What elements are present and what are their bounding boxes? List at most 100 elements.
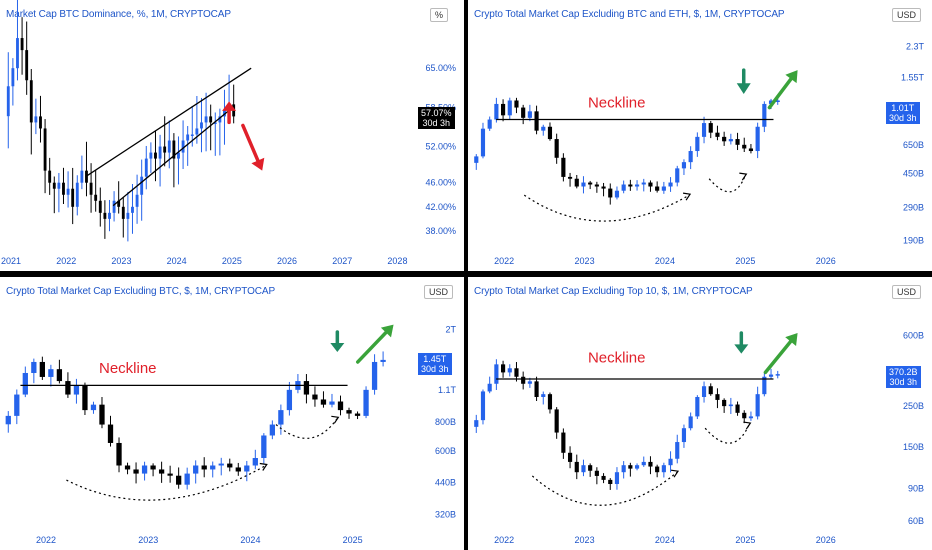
unit-label[interactable]: USD xyxy=(424,285,454,299)
candle xyxy=(135,174,139,224)
candle xyxy=(31,358,37,384)
candle-body xyxy=(140,176,144,195)
arrow-shaft xyxy=(767,77,793,110)
candle xyxy=(85,141,88,197)
y-tick-label: 38.00% xyxy=(425,226,456,236)
candle xyxy=(150,463,156,477)
candle-body xyxy=(52,182,56,189)
candle xyxy=(755,122,760,159)
candle-body xyxy=(56,369,63,382)
candle-body xyxy=(608,479,613,485)
y-tick-label: 800B xyxy=(435,417,456,427)
y-tick-label: 52.00% xyxy=(425,142,456,152)
candle xyxy=(641,456,646,467)
candle xyxy=(661,181,666,194)
candle-body xyxy=(167,473,173,476)
candle-body xyxy=(574,461,579,473)
candle xyxy=(514,97,519,114)
candle xyxy=(722,398,727,413)
dotted-curve-arrow xyxy=(275,417,338,439)
candle-body xyxy=(65,381,71,395)
x-tick-label: 2024 xyxy=(240,535,260,545)
candle-body xyxy=(16,38,19,69)
candle-body xyxy=(57,182,61,189)
candle xyxy=(554,133,559,164)
unit-label[interactable]: USD xyxy=(892,285,922,299)
candle-body xyxy=(176,475,182,485)
x-tick-label: 2023 xyxy=(138,535,158,545)
candle-body xyxy=(94,194,98,201)
candle-body xyxy=(213,122,217,124)
candle xyxy=(354,411,361,420)
candle-body xyxy=(31,361,37,373)
candle-body xyxy=(141,465,148,474)
candle-body xyxy=(184,473,190,485)
y-tick-label: 320B xyxy=(435,510,456,520)
candle-body xyxy=(601,186,606,189)
candle-body xyxy=(218,463,224,466)
candle xyxy=(762,373,767,397)
candle-body xyxy=(648,182,653,187)
y-tick-label: 60B xyxy=(908,516,924,526)
candle xyxy=(25,21,29,95)
candle xyxy=(567,172,573,187)
candle-body xyxy=(621,465,626,473)
candle xyxy=(6,52,10,149)
candle-body xyxy=(133,469,139,474)
candle xyxy=(728,133,733,145)
candle-body xyxy=(380,359,386,362)
candle xyxy=(232,84,236,124)
candle xyxy=(286,381,293,416)
candle-body xyxy=(39,361,45,377)
candle-body xyxy=(768,100,774,104)
dotted-curve-arrowhead xyxy=(743,421,752,430)
candle xyxy=(594,467,599,485)
candle-body xyxy=(534,111,539,131)
candle xyxy=(154,130,157,182)
candle xyxy=(621,180,626,194)
candle xyxy=(303,374,310,404)
unit-label[interactable]: % xyxy=(430,8,449,22)
panel-btc-dominance[interactable]: Market Cap BTC Dominance, %, 1M, CRYPTOC… xyxy=(0,0,464,271)
chart-title: Crypto Total Market Cap Excluding Top 10… xyxy=(474,286,753,297)
unit-label[interactable]: USD xyxy=(892,8,922,22)
candle xyxy=(56,359,63,384)
candle xyxy=(701,116,707,144)
candle-body xyxy=(71,188,75,207)
candle xyxy=(748,144,754,154)
candle-body xyxy=(39,116,42,129)
x-tick-label: 2021 xyxy=(1,256,21,266)
candle xyxy=(614,186,620,200)
candle-body xyxy=(728,139,733,142)
x-tick-label: 2022 xyxy=(494,256,514,266)
candle-body xyxy=(561,432,566,453)
candle xyxy=(547,122,553,141)
candle xyxy=(75,175,79,216)
candle-body xyxy=(661,465,666,473)
candle xyxy=(708,120,713,139)
candle-body xyxy=(89,182,93,195)
candle-body xyxy=(514,368,519,377)
candle-body xyxy=(722,136,727,142)
candle xyxy=(71,167,75,225)
candle xyxy=(82,382,88,415)
panel-others[interactable]: Crypto Total Market Cap Excluding Top 10… xyxy=(468,277,932,550)
candle xyxy=(218,108,222,156)
panel-total3[interactable]: Crypto Total Market Cap Excluding BTC an… xyxy=(468,0,932,271)
candle-body xyxy=(320,399,327,405)
candle-body xyxy=(346,410,352,414)
candle xyxy=(90,401,97,414)
candle-body xyxy=(329,401,335,405)
candle-body xyxy=(601,475,606,480)
candle-body xyxy=(163,146,167,153)
candle-body xyxy=(158,146,162,159)
candle xyxy=(11,58,15,106)
candle xyxy=(89,163,93,213)
candle-body xyxy=(14,394,20,416)
candle-body xyxy=(581,465,586,473)
x-tick-label: 2022 xyxy=(36,535,56,545)
panel-total2[interactable]: Crypto Total Market Cap Excluding BTC, $… xyxy=(0,277,464,550)
candle-body xyxy=(661,186,666,191)
y-tick-label: 42.00% xyxy=(425,202,456,212)
